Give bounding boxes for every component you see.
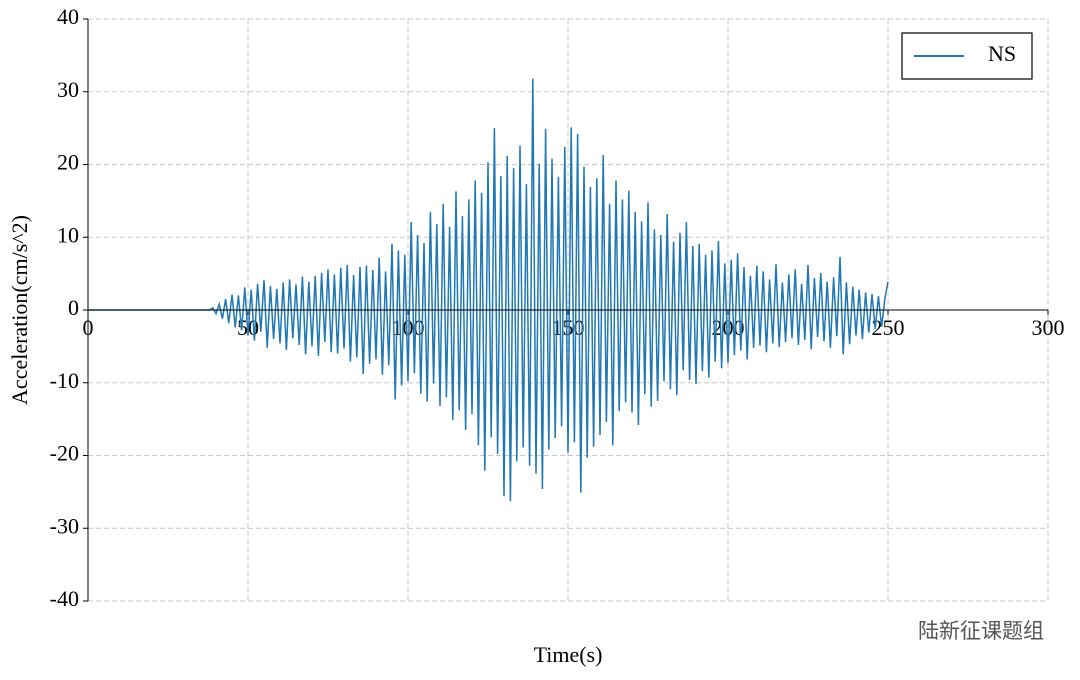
y-axis-label: Acceleration(cm/s^2) [7, 215, 32, 405]
x-tick-label: 250 [872, 315, 905, 340]
y-tick-label: -20 [50, 441, 79, 466]
y-tick-label: -10 [50, 368, 79, 393]
x-tick-label: 300 [1032, 315, 1065, 340]
y-tick-label: -40 [50, 586, 79, 611]
y-tick-label: 0 [68, 295, 79, 320]
watermark: 陆新征课题组 [918, 619, 1044, 643]
y-tick-label: 10 [57, 222, 79, 247]
y-tick-label: 40 [57, 4, 79, 29]
y-tick-label: -30 [50, 513, 79, 538]
x-axis-label: Time(s) [534, 642, 603, 667]
y-tick-label: 20 [57, 150, 79, 175]
legend-label: NS [988, 41, 1016, 66]
y-tick-label: 30 [57, 77, 79, 102]
data-line [88, 78, 889, 502]
